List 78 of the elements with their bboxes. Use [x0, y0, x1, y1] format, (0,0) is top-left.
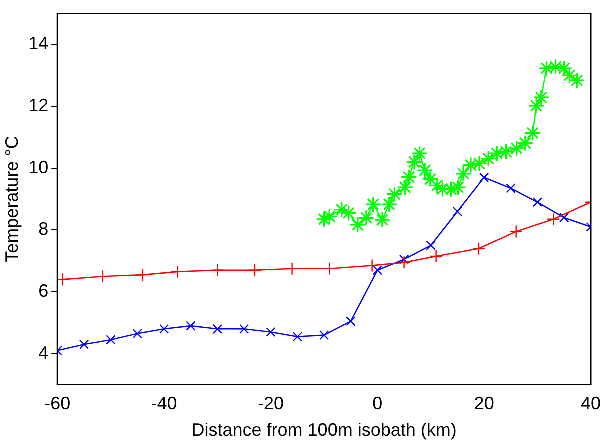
point — [266, 327, 276, 338]
y-tick-label: 10 — [28, 157, 49, 178]
point — [319, 330, 330, 340]
y-tick-label: 12 — [28, 96, 49, 116]
point — [561, 67, 578, 84]
point — [397, 179, 414, 196]
point — [472, 242, 486, 256]
point — [556, 60, 573, 77]
point — [212, 324, 222, 334]
point — [480, 150, 497, 168]
point — [340, 204, 358, 222]
point — [517, 135, 534, 152]
point — [186, 321, 196, 331]
point — [372, 266, 382, 276]
point — [471, 155, 488, 172]
point — [559, 213, 570, 223]
point — [506, 184, 516, 194]
point — [323, 262, 336, 276]
point — [538, 60, 556, 77]
point — [365, 196, 382, 213]
point — [533, 89, 550, 106]
point — [422, 170, 439, 188]
point — [286, 262, 299, 276]
point — [346, 316, 356, 326]
point — [58, 273, 70, 286]
point — [386, 186, 404, 203]
point — [547, 58, 564, 76]
point — [211, 264, 224, 278]
point — [488, 145, 506, 162]
point — [292, 332, 302, 342]
point — [568, 72, 586, 89]
point — [399, 254, 410, 264]
point — [400, 169, 418, 186]
point — [316, 211, 333, 228]
point — [416, 162, 434, 179]
point — [358, 210, 375, 226]
point — [498, 144, 514, 160]
x-tick-label: -20 — [258, 394, 284, 414]
x-tick-label: -40 — [151, 394, 178, 414]
point — [334, 202, 350, 218]
point — [411, 145, 428, 162]
x-tick-label: -60 — [44, 394, 71, 414]
point — [528, 98, 545, 114]
x-tick-label: 20 — [474, 394, 494, 414]
point — [524, 124, 542, 142]
point — [398, 256, 411, 270]
point — [455, 166, 472, 182]
point — [532, 198, 543, 208]
point — [547, 212, 560, 226]
point — [136, 268, 150, 282]
point — [79, 340, 90, 350]
point — [508, 140, 526, 157]
y-tick-label: 4 — [38, 342, 49, 363]
point — [426, 240, 436, 251]
point — [366, 259, 379, 272]
y-tick-label: 14 — [28, 34, 49, 54]
y-axis-title: Temperature °C — [2, 136, 22, 262]
point — [159, 324, 170, 334]
point — [374, 212, 391, 228]
x-axis-title: Distance from 100m isobath (km) — [192, 420, 457, 440]
point — [452, 206, 462, 217]
point — [248, 264, 262, 278]
point — [462, 156, 480, 174]
point — [106, 335, 116, 345]
y-tick-label: 6 — [38, 281, 49, 302]
point — [479, 172, 490, 182]
point — [381, 196, 398, 213]
point — [96, 270, 110, 284]
point — [171, 265, 184, 279]
point — [239, 324, 250, 334]
point — [132, 328, 142, 339]
point — [510, 225, 523, 238]
x-tick-label: 40 — [580, 394, 602, 414]
point — [406, 154, 423, 170]
y-tick-label: 8 — [38, 219, 49, 240]
x-tick-label: 0 — [372, 394, 383, 414]
point — [350, 216, 366, 234]
point — [430, 250, 443, 264]
